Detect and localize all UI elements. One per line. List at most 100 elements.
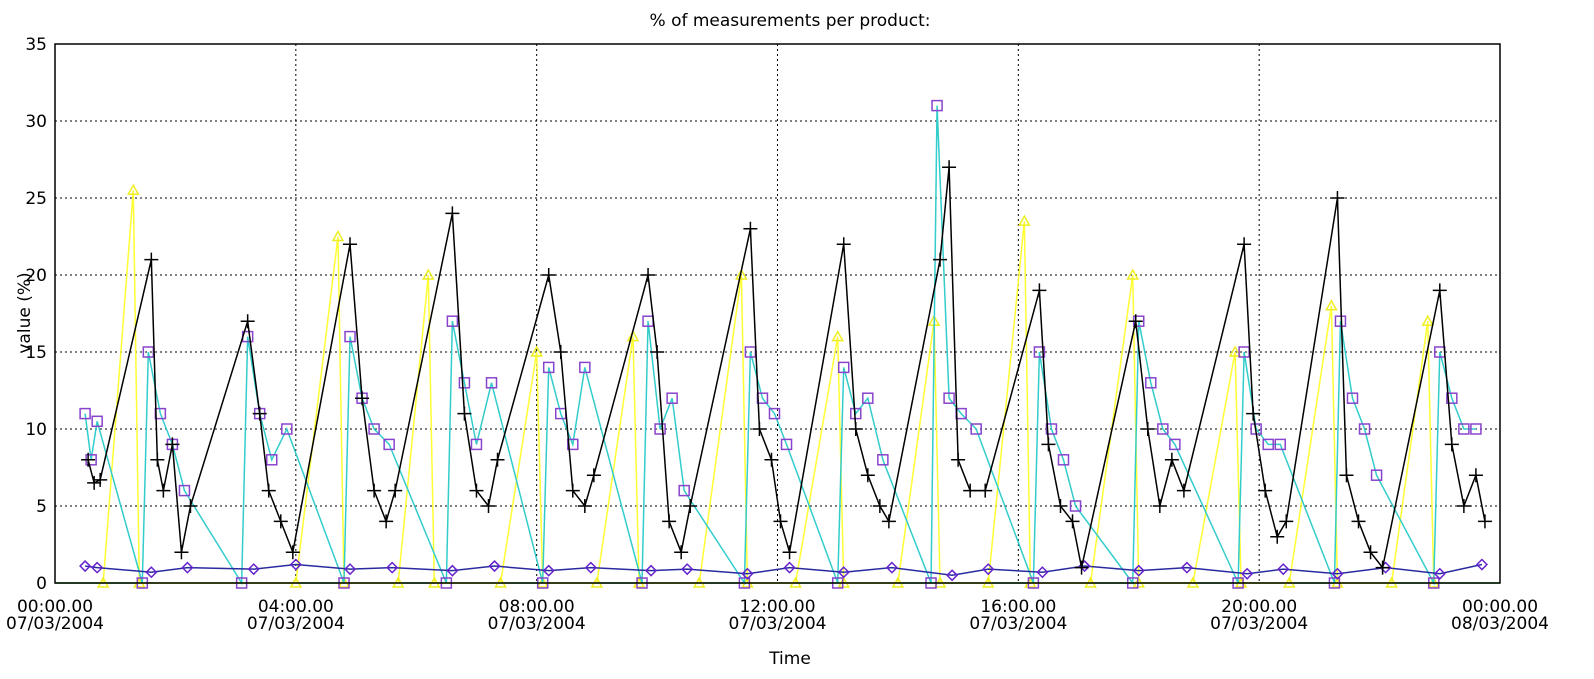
- data-point: [579, 361, 591, 374]
- data-point: [367, 483, 382, 498]
- data-point: [641, 268, 656, 282]
- x-axis-label: Time: [768, 649, 811, 669]
- data-point: [81, 452, 96, 467]
- data-point: [457, 406, 472, 421]
- data-point: [872, 499, 887, 513]
- data-point: [877, 454, 889, 466]
- data-point: [681, 563, 694, 576]
- data-point: [674, 545, 689, 560]
- data-point: [331, 229, 345, 242]
- data-point: [848, 422, 863, 436]
- data-point: [1375, 560, 1390, 575]
- data-point: [1140, 422, 1155, 436]
- y-tick-label: 5: [36, 497, 47, 517]
- y-tick-label: 0: [36, 574, 47, 594]
- data-point: [837, 361, 850, 374]
- data-point: [1180, 561, 1193, 574]
- data-point: [1065, 514, 1080, 529]
- data-point: [266, 454, 278, 466]
- data-point: [1456, 499, 1471, 513]
- data-point: [862, 392, 874, 404]
- y-tick-label: 20: [25, 266, 47, 286]
- data-point: [741, 567, 754, 580]
- data-point: [1053, 499, 1068, 513]
- chart-title: % of measurements per product:: [650, 11, 931, 31]
- data-point: [273, 514, 288, 529]
- data-point: [530, 345, 543, 357]
- data-point: [1246, 406, 1261, 421]
- series-line: [85, 563, 1483, 577]
- data-point: [181, 561, 194, 574]
- data-point: [743, 221, 758, 236]
- data-point: [645, 564, 658, 577]
- data-point: [470, 438, 483, 451]
- data-point: [1346, 392, 1359, 404]
- data-point: [782, 545, 797, 560]
- data-point: [368, 423, 380, 435]
- data-point: [252, 406, 267, 421]
- data-point: [577, 499, 592, 513]
- data-point: [446, 564, 459, 577]
- x-tick-label: 04:00.00 07/03/2004: [246, 597, 345, 634]
- data-point: [142, 346, 155, 358]
- data-point: [662, 514, 677, 529]
- y-tick-label: 10: [25, 420, 47, 440]
- data-point: [542, 361, 555, 374]
- data-point: [943, 392, 955, 404]
- data-point: [978, 483, 993, 498]
- data-point: [780, 438, 793, 451]
- data-point: [764, 452, 779, 467]
- data-point: [1057, 454, 1070, 466]
- data-point: [831, 330, 844, 342]
- data-point: [541, 268, 556, 282]
- data-point: [946, 569, 959, 582]
- data-point: [1339, 468, 1354, 483]
- data-point: [388, 483, 403, 498]
- data-point: [773, 514, 788, 529]
- data-point: [881, 514, 896, 529]
- series-line: [102, 190, 1435, 584]
- data-point: [79, 559, 92, 573]
- data-point: [942, 160, 957, 175]
- data-point: [584, 561, 597, 574]
- data-point: [933, 252, 948, 267]
- data-point: [1475, 558, 1489, 571]
- data-point: [1036, 566, 1049, 579]
- y-tick-label: 15: [25, 343, 47, 363]
- data-point: [1351, 514, 1366, 529]
- data-point: [261, 483, 276, 498]
- y-tick-label: 30: [25, 112, 47, 132]
- data-point: [93, 472, 108, 487]
- data-point: [951, 452, 966, 467]
- data-point: [650, 345, 665, 359]
- data-point: [289, 558, 302, 571]
- data-point: [553, 345, 568, 359]
- data-point: [1074, 560, 1089, 575]
- data-point: [422, 268, 435, 280]
- data-point: [1279, 514, 1294, 529]
- data-point: [91, 561, 104, 574]
- data-point: [654, 423, 666, 435]
- x-tick-label: 08:00.00 07/03/2004: [487, 597, 586, 634]
- data-point: [837, 566, 850, 579]
- data-point: [156, 483, 171, 498]
- data-point: [1045, 423, 1058, 435]
- data-point: [1018, 214, 1031, 226]
- data-point: [1262, 438, 1274, 451]
- data-point: [1477, 514, 1492, 529]
- data-point: [1237, 237, 1252, 252]
- data-point: [1370, 469, 1383, 481]
- data-point: [567, 438, 579, 451]
- data-point: [383, 438, 395, 451]
- data-point: [79, 407, 91, 420]
- series-line: [87, 167, 1486, 570]
- data-point: [1458, 423, 1470, 435]
- data-point: [488, 559, 501, 573]
- data-point: [379, 514, 394, 529]
- data-point: [355, 391, 370, 406]
- data-point: [469, 483, 484, 498]
- data-point: [458, 377, 471, 389]
- data-point: [1330, 191, 1345, 205]
